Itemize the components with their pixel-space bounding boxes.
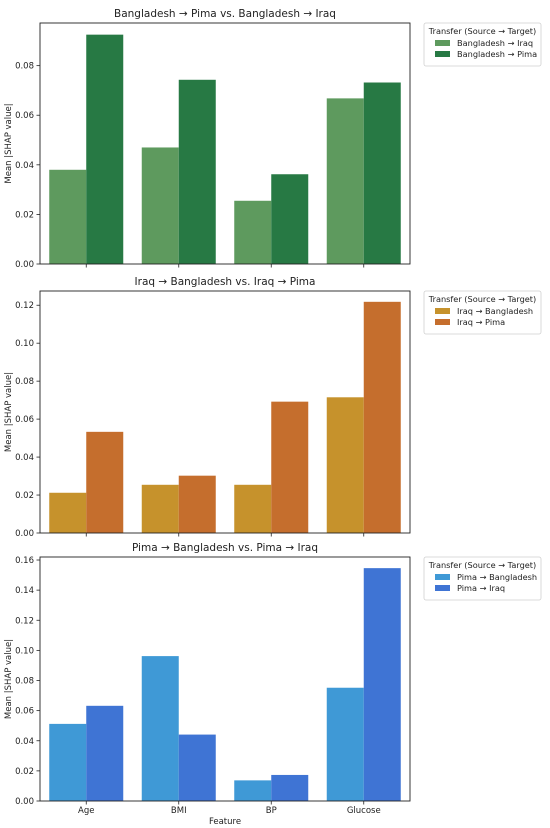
chart-panel-2: Iraq → Bangladesh vs. Iraq → Pima 0.00 0.0… [4, 276, 542, 539]
y-tick-label: 0.06 [15, 707, 34, 717]
x-tick-label: BP [266, 806, 277, 816]
legend-label: Iraq → Bangladesh [457, 306, 533, 316]
x-tick-label: Glucose [347, 806, 381, 816]
x-axis-label: Feature [209, 817, 241, 827]
bar-2-bp [271, 774, 309, 801]
chart-title: Bangladesh → Pima vs. Bangladesh → Iraq [114, 8, 336, 20]
x-tick-label: Age [78, 806, 94, 816]
y-tick-label: 0.08 [15, 62, 34, 72]
y-tick-label: 0.04 [15, 161, 34, 171]
bar-1-age [49, 492, 87, 533]
bar-2-bp [271, 401, 309, 533]
plot-frame [39, 556, 411, 802]
y-tick-label: 0.02 [15, 767, 34, 777]
y-tick-label: 0.02 [15, 210, 34, 220]
bar-2-bmi [178, 79, 216, 264]
bar-1-glucose [326, 98, 364, 265]
y-tick-label: 0.06 [15, 111, 34, 121]
legend: Transfer (Source → Target) Bangladesh → I… [423, 22, 542, 67]
bar-2-glucose [363, 568, 401, 801]
legend-swatch [435, 308, 450, 314]
bar-1-age [49, 723, 87, 801]
y-tick-label: 0.08 [15, 377, 34, 387]
legend-label: Pima → Iraq [457, 583, 505, 593]
legend: Transfer (Source → Target) Iraq → Banglad… [423, 290, 542, 335]
legend-label: Pima → Bangladesh [457, 572, 537, 582]
legend-swatch [435, 40, 450, 46]
y-tick-label: 0.14 [15, 586, 34, 596]
chart-title: Pima → Bangladesh vs. Pima → Iraq [132, 542, 318, 554]
chart-title: Iraq → Bangladesh vs. Iraq → Pima [135, 276, 316, 288]
legend-box [423, 556, 542, 601]
y-axis-label: Mean |SHAP value| [4, 372, 14, 452]
y-tick-label: 0.00 [15, 797, 34, 807]
y-tick-label: 0.02 [15, 491, 34, 501]
y-tick-label: 0.08 [15, 677, 34, 687]
bar-1-glucose [326, 687, 364, 801]
bar-2-bp [271, 174, 309, 264]
legend-box [423, 22, 542, 67]
y-tick-label: 0.04 [15, 453, 34, 463]
bar-2-bmi [178, 734, 216, 801]
legend-box [423, 290, 542, 335]
bar-1-age [49, 169, 87, 264]
legend-title: Transfer (Source → Target) [428, 560, 536, 570]
legend-label: Bangladesh → Iraq [457, 38, 533, 48]
bar-2-age [86, 34, 124, 265]
bar-1-bp [234, 484, 272, 533]
legend-swatch [435, 51, 450, 57]
y-tick-label: 0.04 [15, 737, 34, 747]
bar-1-bp [234, 780, 272, 801]
bar-2-glucose [363, 82, 401, 265]
y-tick-label: 0.10 [15, 646, 34, 656]
bar-2-glucose [363, 301, 401, 533]
bar-1-glucose [326, 397, 364, 533]
y-axis-label: Mean |SHAP value| [4, 103, 14, 183]
legend-title: Transfer (Source → Target) [428, 26, 536, 36]
legend-title: Transfer (Source → Target) [428, 294, 536, 304]
y-tick-label: 0.12 [15, 301, 34, 311]
plot-frame [39, 22, 411, 265]
bar-1-bp [234, 200, 272, 264]
y-tick-label: 0.10 [15, 339, 34, 349]
y-tick-label: 0.16 [15, 556, 34, 566]
chart-panel-1: Bangladesh → Pima vs. Bangladesh → Iraq 0… [4, 8, 542, 270]
y-tick-label: 0.06 [15, 415, 34, 425]
x-tick-label: BMI [171, 806, 187, 816]
y-tick-label: 0.00 [15, 529, 34, 539]
y-tick-label: 0.12 [15, 616, 34, 626]
bar-1-bmi [141, 484, 179, 533]
y-tick-label: 0.00 [15, 260, 34, 270]
legend-swatch [435, 319, 450, 325]
bar-1-bmi [141, 147, 179, 264]
legend: Transfer (Source → Target) Pima → Banglad… [423, 556, 542, 601]
legend-label: Iraq → Pima [457, 317, 505, 327]
bar-2-age [86, 431, 124, 533]
y-axis-label: Mean |SHAP value| [4, 639, 14, 719]
chart-panel-3: Pima → Bangladesh vs. Pima → Iraq 0.00 0.0… [4, 542, 542, 827]
plot-frame [39, 290, 411, 534]
bar-1-bmi [141, 656, 179, 801]
bar-2-age [86, 705, 124, 801]
bar-2-bmi [178, 475, 216, 533]
legend-swatch [435, 574, 450, 580]
legend-label: Bangladesh → Pima [457, 49, 537, 59]
legend-swatch [435, 585, 450, 591]
